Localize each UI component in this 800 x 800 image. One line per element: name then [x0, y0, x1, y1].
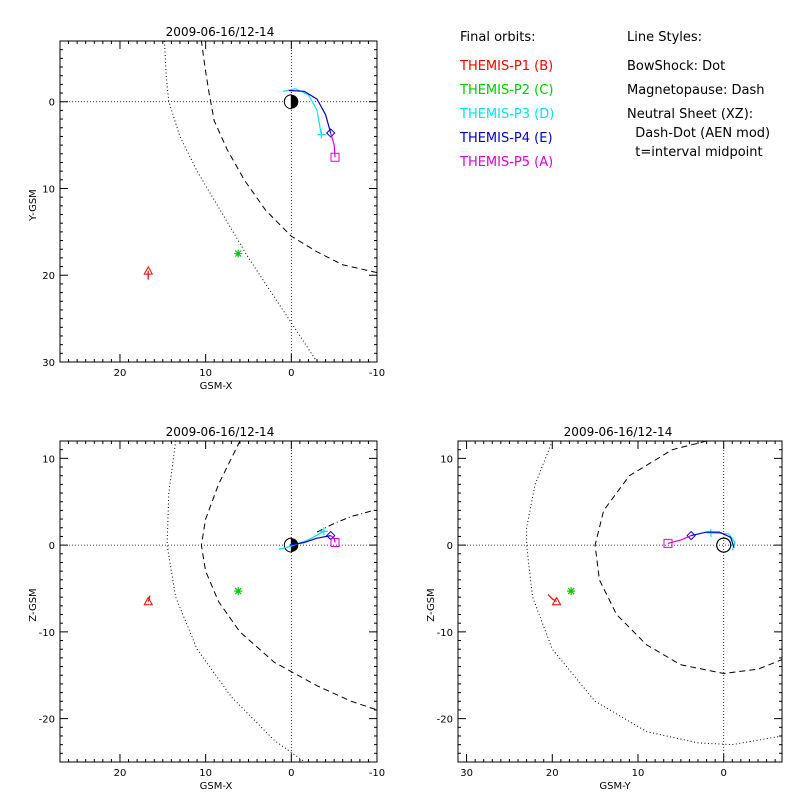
line-styles-heading: Line Styles:: [627, 30, 702, 45]
x-tick-label: 20: [114, 368, 127, 379]
ticks-xy: [59, 40, 378, 363]
earth-nightside-icon: [291, 94, 299, 109]
plot-frame: [457, 440, 783, 763]
line-style-neutral-sheet-mod: Dash-Dot (AEN mod): [627, 126, 770, 141]
xlabel-xz: GSM-X: [200, 781, 233, 792]
x-tick-label: 0: [721, 768, 727, 779]
magnetopause-curve: [594, 441, 782, 675]
probe-5-xz: [330, 535, 340, 548]
ylabel-xy: Y-GSM: [28, 189, 39, 222]
x-tick-label: 10: [199, 768, 212, 779]
y-tick-label: 20: [42, 271, 55, 282]
probe-trail: [710, 532, 736, 551]
probe-trail: [289, 535, 331, 546]
ylabel-yz: Z-GSM: [426, 588, 437, 621]
y-tick-label: 10: [42, 454, 55, 465]
panel-title-xy: 2009-06-16/12-14: [166, 25, 275, 39]
panel-xz: 20 10 0 -10 10 0 -10 -20: [39, 440, 385, 779]
ticks-xz: [59, 440, 378, 763]
probe-marker-square: [330, 152, 340, 162]
magnetopause-curve: [200, 41, 377, 274]
y-tick-label: 30: [42, 358, 55, 369]
probe-trail: [288, 89, 332, 134]
plot-area-xy: [143, 41, 377, 362]
probe-4-xy: [288, 89, 336, 138]
ticks-yz: [457, 440, 782, 763]
probe-3-xy: [282, 88, 326, 139]
probe-marker-square: [330, 538, 340, 548]
legend-probe-p3: THEMIS-P3 (D): [459, 107, 554, 122]
x-tick-label: 0: [288, 768, 294, 779]
probe-2-xy: [234, 249, 243, 258]
panel-title-yz: 2009-06-16/12-14: [564, 425, 673, 439]
probe-marker-plus: [319, 527, 328, 536]
x-tick-label: -10: [369, 768, 385, 779]
probe-1-yz: [547, 594, 562, 606]
panel-xy: 20 10 0 -10 0 10 20 30: [42, 40, 385, 379]
legend-heading: Final orbits:: [460, 30, 536, 45]
legend-probe-p2: THEMIS-P2 (C): [459, 83, 553, 98]
x-tick-label: 10: [199, 368, 212, 379]
xlabel-yz: GSM-Y: [599, 781, 631, 792]
y-tick-label: -10: [39, 628, 55, 639]
probe-marker-diamond: [326, 128, 336, 138]
y-tick-label: 10: [42, 184, 55, 195]
probe-marker-triangle: [143, 265, 154, 275]
probe-2-xz: [234, 587, 243, 596]
earth-dayside-icon: [283, 537, 292, 553]
panel-title-xz: 2009-06-16/12-14: [166, 425, 275, 439]
probe-1-xz: [143, 595, 154, 606]
earth-icon: [716, 537, 732, 553]
y-tick-label: 0: [49, 541, 55, 552]
x-tick-label: 10: [632, 768, 645, 779]
probe-5-xy: [330, 132, 340, 162]
probe-marker-square: [663, 538, 673, 548]
x-tick-label: 20: [114, 768, 127, 779]
probe-4-yz: [686, 530, 735, 548]
probe-marker-asterisk: [234, 249, 243, 258]
probe-1-xy: [143, 265, 154, 280]
plot-frame: [59, 440, 378, 763]
probe-marker-triangle: [143, 596, 154, 606]
probe-trail: [690, 531, 735, 548]
legend-probe-p4: THEMIS-P4 (E): [459, 131, 553, 146]
probe-marker-triangle: [551, 596, 562, 606]
ylabel-xz: Z-GSM: [28, 588, 39, 621]
earth-dayside-icon: [283, 94, 292, 110]
probe-marker-asterisk: [567, 587, 576, 596]
plot-area-xz: [143, 441, 377, 762]
x-tick-label: -10: [369, 368, 385, 379]
plot-area-yz: [526, 441, 782, 746]
probe-marker-plus: [706, 528, 715, 537]
y-tick-label: 10: [440, 454, 453, 465]
bow-shock-curve: [526, 441, 782, 746]
xlabel-xy: GSM-X: [200, 381, 233, 392]
line-style-bowshock: BowShock: Dot: [627, 59, 725, 74]
x-tick-label: 20: [546, 768, 559, 779]
legend-probe-p5: THEMIS-P5 (A): [459, 155, 553, 170]
line-style-magnetopause: Magnetopause: Dash: [627, 83, 764, 98]
x-tick-label: 30: [460, 768, 473, 779]
legend-probe-p1: THEMIS-P1 (B): [459, 59, 553, 74]
x-tick-label: 0: [288, 368, 294, 379]
y-tick-label: 0: [49, 98, 55, 109]
panel-yz: 30 20 10 0 10 0 -10 -20: [437, 440, 783, 779]
y-tick-label: -20: [437, 715, 453, 726]
magnetopause-curve: [200, 441, 377, 711]
y-tick-label: 0: [447, 541, 453, 552]
probe-marker-diamond: [686, 530, 696, 541]
probe-trail: [282, 88, 322, 135]
line-style-midpoint: t=interval midpoint: [627, 145, 763, 160]
y-tick-label: -20: [39, 715, 55, 726]
probe-marker-plus: [317, 130, 326, 139]
probe-marker-asterisk: [234, 587, 243, 596]
bow-shock-curve: [166, 441, 306, 762]
y-tick-label: -10: [437, 628, 453, 639]
probe-5-yz: [663, 535, 692, 548]
neutral-sheet-curve: [316, 509, 377, 533]
plot-frame: [59, 40, 378, 363]
line-style-neutral-sheet: Neutral Sheet (XZ):: [627, 107, 753, 122]
probe-2-yz: [567, 587, 576, 596]
